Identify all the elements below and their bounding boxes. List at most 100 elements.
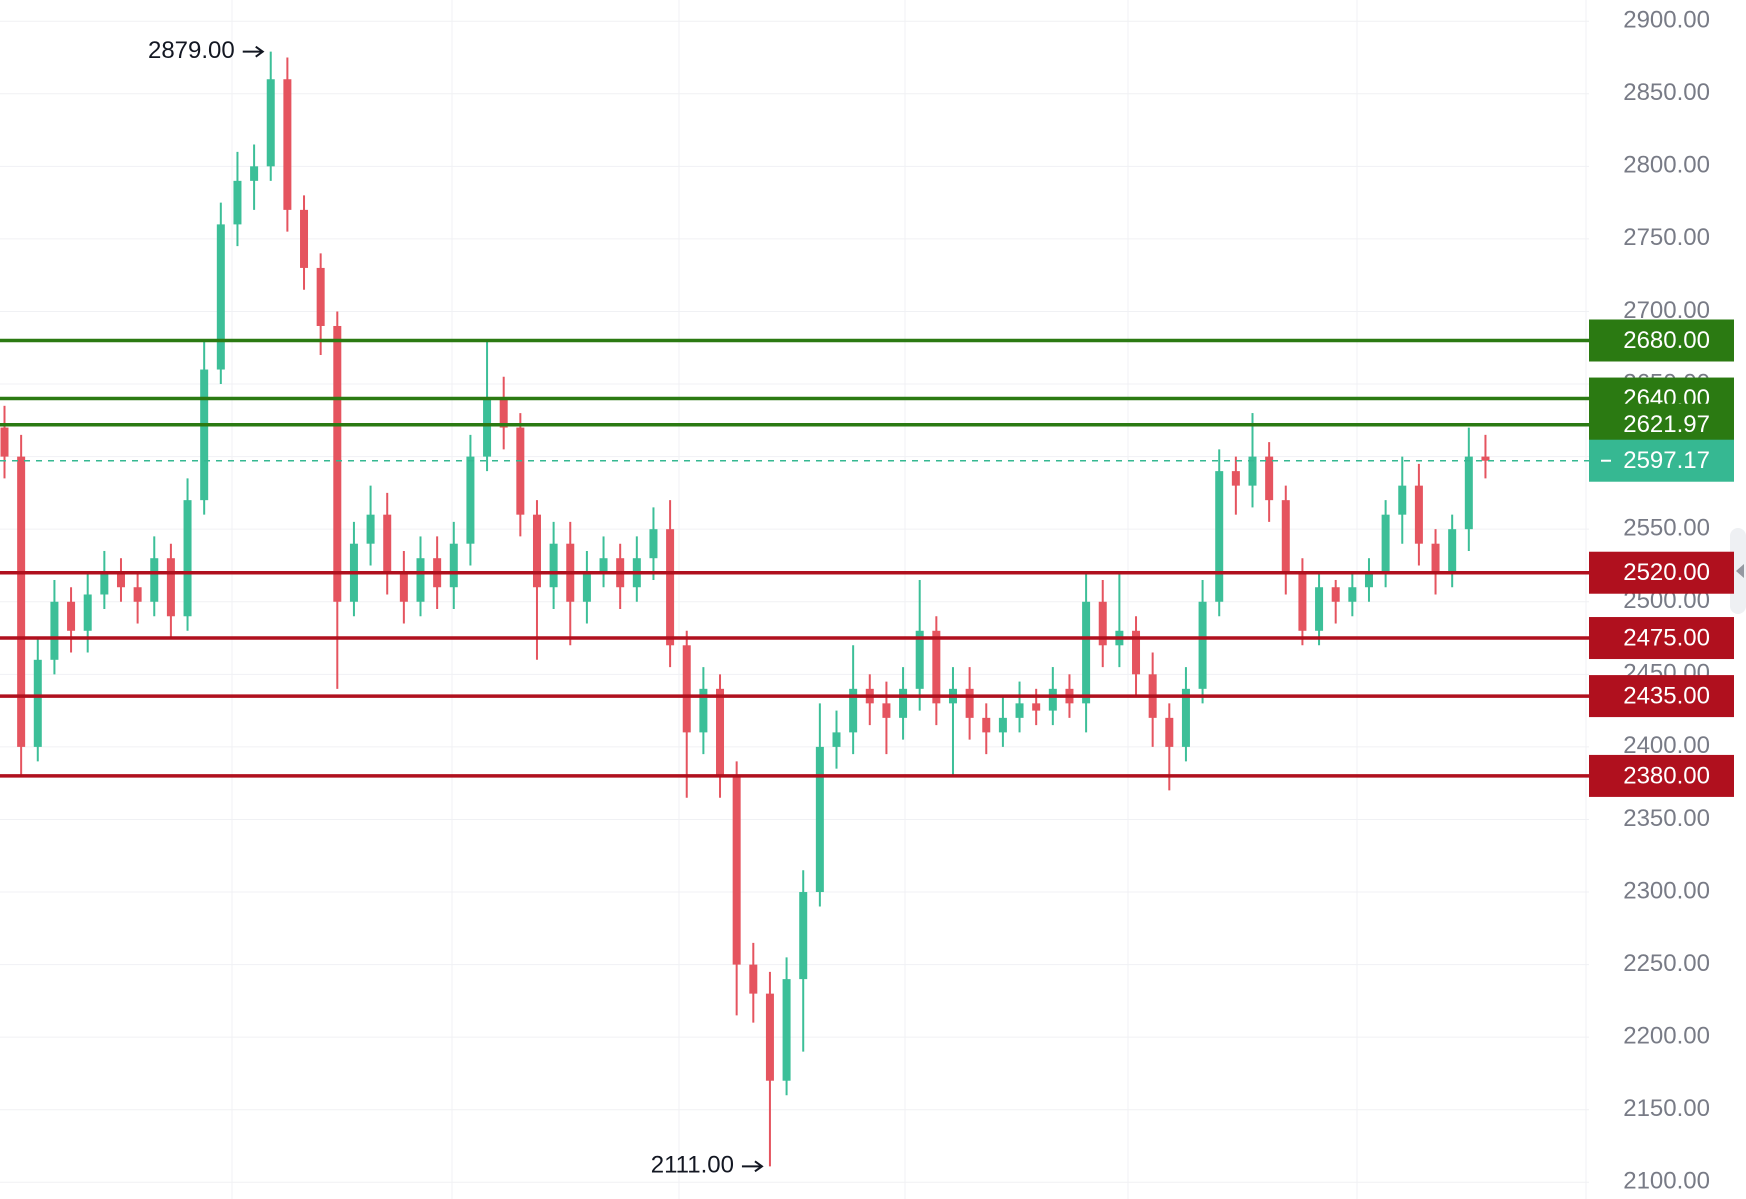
y-tick-label: 2250.00 [1623,950,1710,977]
candle-body [1398,485,1407,515]
candle-body [1248,456,1257,486]
candle-body [67,601,76,631]
candle-body [116,572,125,588]
candle-body [1181,688,1190,747]
candle-body [1165,717,1174,747]
candle-body [599,558,608,573]
candle-body [50,601,59,660]
candle-body [383,514,392,573]
candle-body [1315,587,1324,631]
candle-body [965,688,974,718]
candle-body [549,543,558,588]
annotation-arrowhead [754,1160,764,1173]
candle-body [416,558,425,602]
candle-body [1048,688,1057,711]
candle-body [316,267,325,326]
candle-body [815,746,824,893]
candle-body [1198,601,1207,689]
candle-body [1481,456,1490,461]
candle-body [716,688,725,776]
candle-body [699,688,708,733]
candle-body [333,325,342,602]
y-tick-label: 2400.00 [1623,732,1710,759]
candle-body [399,572,408,602]
y-tick-label: 2350.00 [1623,805,1710,832]
y-tick-label: 2200.00 [1623,1023,1710,1050]
level-box [1589,403,1734,446]
scroll-arrow[interactable] [1736,564,1744,578]
y-tick-label: 2900.00 [1623,7,1710,34]
candle-body [216,224,225,370]
level-label: 2435.00 [1623,682,1710,709]
y-tick-label: 2150.00 [1623,1095,1710,1122]
level-label: 2680.00 [1623,327,1710,354]
candle-body [166,558,175,617]
candle-body [449,543,458,588]
candle-body [1414,485,1423,544]
candle-body [1298,572,1307,631]
candle-body [1381,514,1390,573]
candle-body [83,594,92,631]
candle-body [133,587,142,602]
time-grid [231,0,1587,1199]
candle-body [516,427,525,515]
candle-body [250,166,259,181]
candle-body [1231,471,1240,486]
candle-body [982,717,991,733]
candle-body [150,558,159,602]
candle-body [998,717,1007,733]
candle-body [932,630,941,704]
candle-body [799,892,808,980]
candle-body [1331,587,1340,602]
level-label: 2621.97 [1623,411,1710,438]
candle-body [582,572,591,602]
level-label: 2597.17 [1623,447,1710,474]
candle-body [100,572,109,595]
candle-body [915,630,924,689]
candle-body [466,456,475,544]
price-annotation: 2111.00 [651,1152,734,1179]
candle-body [849,688,858,733]
level-box [1589,551,1734,594]
y-tick-label: 2800.00 [1623,152,1710,179]
candle-body [266,79,275,167]
candle-body [782,979,791,1081]
candle-body [1281,500,1290,573]
candle-body [899,688,908,718]
level-box [1589,675,1734,718]
price-annotation: 2879.00 [148,37,235,64]
y-tick-label: 2750.00 [1623,224,1710,251]
candle-body [1098,601,1107,646]
candle-body [1348,587,1357,602]
candle-body [1082,601,1091,704]
candle-body [1265,456,1274,501]
candle-body [300,209,309,268]
level-box [1589,617,1734,660]
level-label: 2475.00 [1623,624,1710,651]
y-tick-label: 2700.00 [1623,297,1710,324]
candle-body [832,732,841,747]
y-tick-label: 2550.00 [1623,515,1710,542]
candle-body [17,456,26,747]
candle-body [283,79,292,210]
y-tick-label: 2100.00 [1623,1168,1710,1195]
candle-body [200,369,209,501]
annotation-arrowhead [255,45,265,58]
current-price-box [1589,439,1734,482]
candle-body [666,529,675,646]
level-label: 2520.00 [1623,559,1710,586]
candle-body [1364,572,1373,588]
candle-body [0,427,9,457]
candle-body [732,775,741,965]
candle-body [882,703,891,718]
candle-body [1431,543,1440,573]
candle-body [1015,703,1024,718]
candle-body [499,398,508,428]
candle-body [1132,630,1141,675]
level-box [1589,754,1734,797]
candle-body [1464,456,1473,530]
candle-body [183,500,192,617]
y-tick-label: 2850.00 [1623,79,1710,106]
